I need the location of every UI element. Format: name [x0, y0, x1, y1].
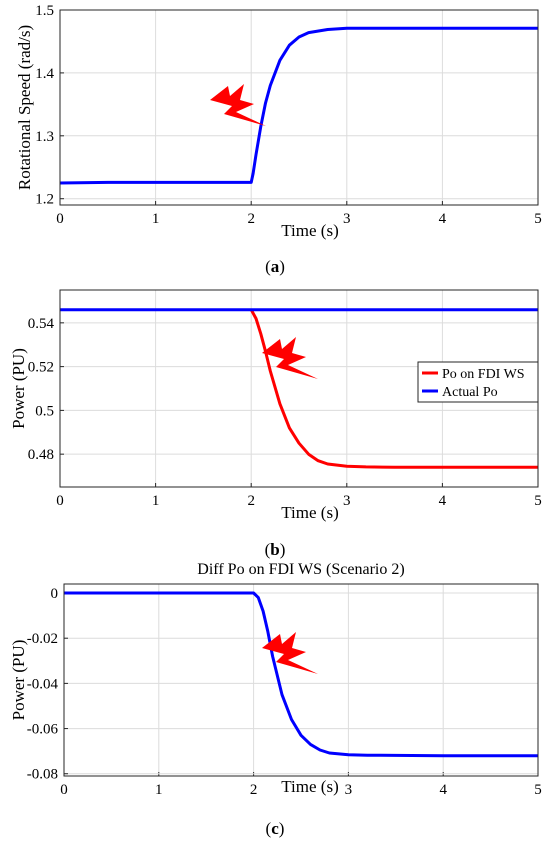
- panel-caption: (c): [266, 819, 285, 838]
- plot-area: [60, 10, 538, 205]
- panel-caption: (b): [265, 540, 286, 559]
- y-tick-label: 1.4: [35, 66, 54, 82]
- x-tick-label: 2: [247, 211, 255, 227]
- legend-entry-label: Po on FDI WS: [442, 367, 525, 382]
- y-tick-label: 1.5: [35, 3, 54, 19]
- axes-box: [63, 583, 539, 777]
- x-tick-label: 0: [56, 493, 64, 509]
- x-tick-label: 1: [152, 211, 160, 227]
- lightning-bolt-icon: [262, 337, 318, 379]
- panel-caption: (a): [265, 257, 285, 276]
- x-tick-label: 4: [439, 211, 447, 227]
- panel-c: 0 1 2 3 4 5 0 -0.02 -0.04 -0.06 -0.08 Time (s) Power…: [9, 561, 542, 838]
- lightning-bolt-shape: [262, 632, 318, 674]
- legend-box: [417, 361, 539, 403]
- caption-paren-open: (: [266, 819, 272, 838]
- x-tick-label: 3: [343, 493, 351, 509]
- lightning-bolt-icon: [262, 632, 318, 674]
- x-axis-label: Time (s): [281, 503, 338, 522]
- x-tick-label: 5: [534, 493, 542, 509]
- x-tick-label: 0: [60, 782, 68, 798]
- y-tick-label: 0.52: [28, 360, 54, 376]
- y-tick-label: 1.2: [35, 192, 54, 208]
- y-tick-label: 0.54: [28, 316, 55, 332]
- y-axis-label: Power (PU): [9, 640, 28, 721]
- y-axis-label: Power (PU): [9, 348, 28, 429]
- x-tick-label: 4: [439, 782, 447, 798]
- x-axis-label: Time (s): [281, 777, 338, 796]
- x-tick-label: 3: [345, 782, 353, 798]
- series-line-po-on-fdi-ws: [249, 308, 538, 469]
- legend-entry-label: Actual Po: [442, 385, 498, 400]
- chart-title: Diff Po on FDI WS (Scenario 2): [197, 561, 404, 578]
- x-axis-label: Time (s): [281, 221, 338, 240]
- y-tick-label: 0.48: [28, 447, 54, 463]
- lightning-bolt-shape: [262, 337, 318, 379]
- caption-paren-open: (: [265, 257, 271, 276]
- caption-paren-open: (: [265, 540, 271, 559]
- x-tick-label: 2: [247, 493, 255, 509]
- x-tick-label: 5: [534, 211, 542, 227]
- y-tick-label: -0.08: [27, 767, 58, 783]
- axes-box: [59, 9, 539, 206]
- caption-paren-close: ): [279, 819, 285, 838]
- x-tick-label: 5: [534, 782, 542, 798]
- y-tick-label: -0.06: [27, 722, 59, 738]
- x-tick-label: 3: [343, 211, 351, 227]
- caption-paren-close: ): [280, 540, 286, 559]
- x-tick-label: 2: [250, 782, 258, 798]
- caption-letter: a: [271, 257, 280, 276]
- y-tick-label: 1.3: [35, 129, 54, 145]
- y-tick-label: -0.02: [27, 631, 58, 647]
- caption-letter: b: [270, 540, 279, 559]
- y-tick-label: -0.04: [27, 676, 59, 692]
- x-tick-label: 4: [439, 493, 447, 509]
- series-line-0: [64, 591, 538, 758]
- y-axis-label: Rotational Speed (rad/s): [15, 25, 34, 190]
- series-line-0: [59, 26, 538, 185]
- panel-b: 0 1 2 3 4 5 0.48 0.5 0.52 0.54 Time (s) Power (PU) P…: [9, 289, 542, 559]
- caption-paren-close: ): [279, 257, 285, 276]
- y-tick-label: 0.5: [35, 403, 54, 419]
- x-tick-label: 1: [152, 493, 160, 509]
- x-tick-label: 0: [56, 211, 64, 227]
- x-tick-label: 1: [155, 782, 163, 798]
- plot-area: [64, 584, 538, 776]
- caption-letter: c: [271, 819, 279, 838]
- x-gridlines: 0 1 2 3 4 5: [60, 584, 542, 798]
- lightning-bolt-shape: [210, 84, 266, 126]
- legend: Po on FDI WS Actual Po: [417, 361, 539, 403]
- y-tick-label: 0: [51, 586, 59, 602]
- y-gridlines: 1.2 1.3 1.4 1.5: [35, 3, 538, 208]
- panel-a: 0 1 2 3 4 5 1.2 1.3 1.4 1.5 Time (s) Rotational Spe…: [15, 3, 542, 276]
- lightning-bolt-icon: [210, 84, 266, 126]
